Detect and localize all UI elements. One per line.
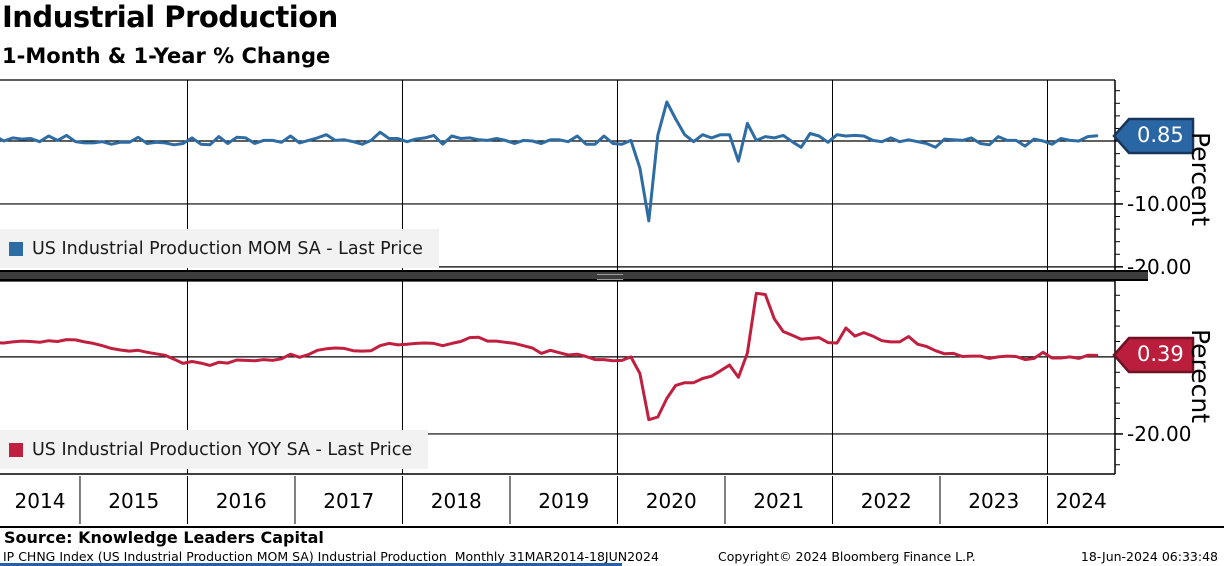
footer-copyright: Copyright© 2024 Bloomberg Finance L.P.: [718, 549, 976, 564]
x-tick-label: 2021: [753, 489, 804, 513]
legend-label-yoy: US Industrial Production YOY SA - Last P…: [32, 439, 413, 460]
y-tick-label: -10.00: [1127, 192, 1191, 216]
legend-mom[interactable]: US Industrial Production MOM SA - Last P…: [0, 229, 439, 268]
legend-label-mom: US Industrial Production MOM SA - Last P…: [32, 238, 423, 259]
x-tick-label: 2022: [861, 489, 912, 513]
last-price-value-mom: 0.85: [1137, 123, 1184, 147]
last-price-badge-yoy: 0.39: [1112, 335, 1196, 375]
x-tick-label: 2016: [216, 489, 267, 513]
x-tick-label: 2014: [15, 489, 66, 513]
page-title: Industrial Production: [2, 0, 338, 34]
legend-yoy[interactable]: US Industrial Production YOY SA - Last P…: [0, 430, 429, 469]
last-price-badge-mom: 0.85: [1112, 116, 1196, 156]
series-line: [0, 291, 1099, 422]
x-tick-label: 2015: [108, 489, 159, 513]
x-tick-label: 2017: [323, 489, 374, 513]
y-axis-label-yoy: Perecnt: [1186, 329, 1215, 424]
panel-resize-grip-icon: [597, 274, 623, 280]
bottom-accent-line: [0, 563, 622, 566]
legend-swatch-yoy-icon: [9, 442, 23, 457]
series-line: [0, 100, 1099, 223]
footer-security-info: IP CHNG Index (US Industrial Production …: [3, 549, 659, 564]
footer-timestamp: 18-Jun-2024 06:33:48: [1080, 549, 1218, 564]
x-tick-label: 2023: [968, 489, 1019, 513]
x-tick-label: 2020: [646, 489, 697, 513]
panel-resize-handle[interactable]: [0, 270, 1148, 281]
y-axis-label-mom: Percent: [1186, 132, 1215, 227]
source-line: Source: Knowledge Leaders Capital: [4, 528, 324, 547]
y-tick-label: -20.00: [1127, 422, 1191, 446]
footer-divider: [0, 526, 1224, 528]
last-price-value-yoy: 0.39: [1137, 342, 1184, 366]
legend-swatch-mom-icon: [9, 241, 23, 256]
page-subtitle: 1-Month & 1-Year % Change: [2, 44, 331, 68]
x-tick-label: 2024: [1056, 489, 1107, 513]
x-tick-label: 2018: [431, 489, 482, 513]
x-axis: 2014 2015 2016 2017 2018 2019 2020 2021 2022 2023…: [0, 473, 1115, 524]
x-tick-label: 2019: [538, 489, 589, 513]
